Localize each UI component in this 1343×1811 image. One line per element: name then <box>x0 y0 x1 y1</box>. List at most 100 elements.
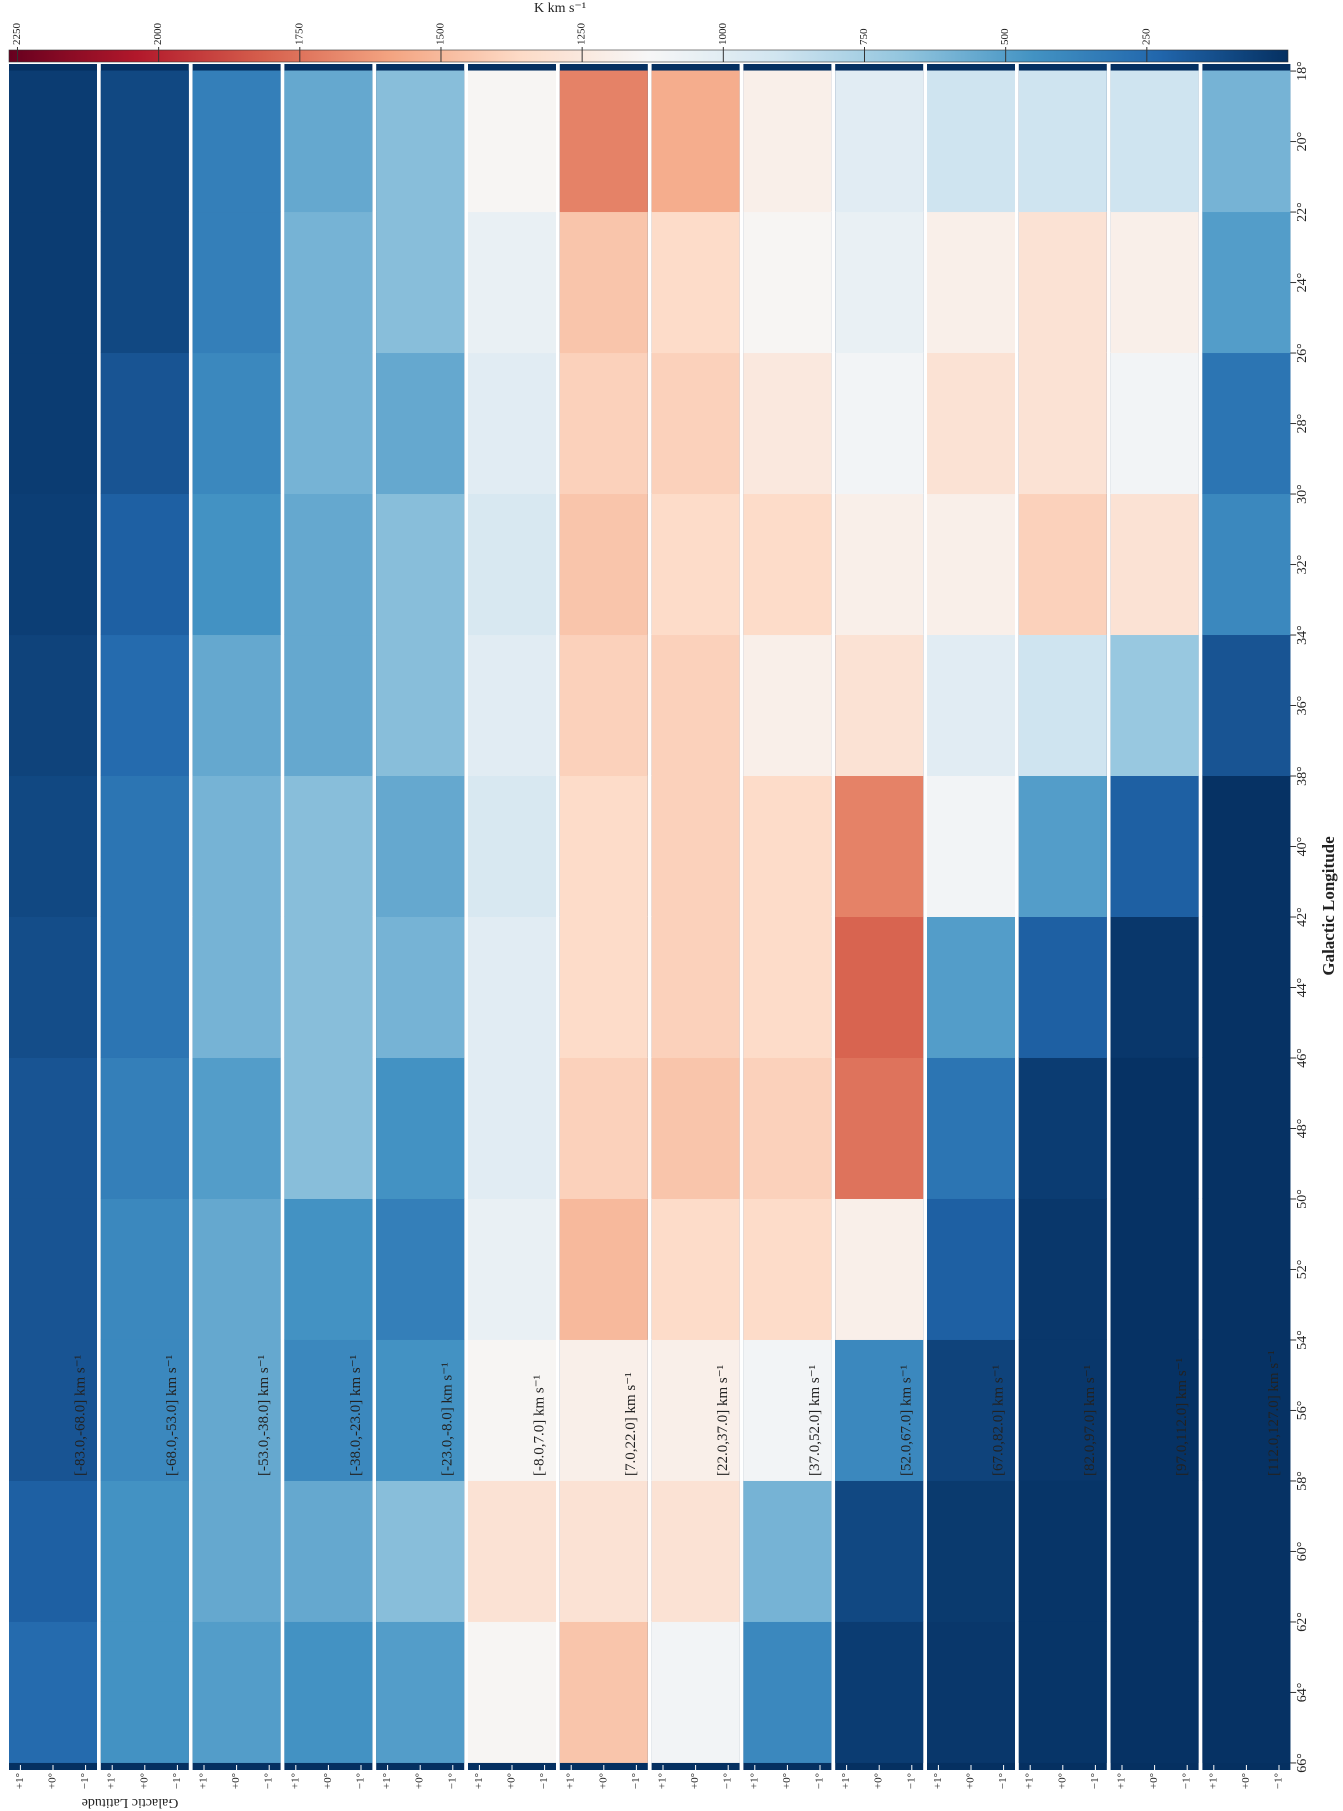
intensity-cell <box>1110 1480 1199 1622</box>
intensity-cell <box>376 634 465 777</box>
y-tick-label: +1° <box>1207 1773 1219 1789</box>
intensity-cell <box>835 634 924 777</box>
intensity-cell <box>192 1621 281 1763</box>
y-tick-label: −1° <box>538 1773 550 1789</box>
colorbar-tick-label: 1750 <box>293 23 305 46</box>
intensity-cell <box>192 493 281 636</box>
x-tick-label: 28° <box>1295 414 1310 434</box>
intensity-cell <box>651 211 740 354</box>
intensity-cell <box>9 493 97 636</box>
y-tick-label: −1° <box>355 1773 367 1789</box>
intensity-cell <box>9 1339 97 1481</box>
y-tick-label: +0° <box>1148 1773 1160 1789</box>
intensity-cell <box>1018 211 1107 354</box>
intensity-cell <box>100 1198 189 1340</box>
intensity-cell <box>743 1339 832 1481</box>
intensity-cell <box>468 634 556 777</box>
intensity-cell <box>835 775 924 917</box>
intensity-cell <box>192 916 281 1058</box>
intensity-cell <box>284 211 373 354</box>
x-tick-label: 26° <box>1295 343 1310 363</box>
x-tick-label: 50° <box>1295 1189 1310 1209</box>
intensity-cell <box>1018 352 1107 495</box>
y-tick-label: +1° <box>198 1773 210 1789</box>
intensity-cell <box>1202 1339 1291 1481</box>
y-tick-label: −1° <box>997 1773 1009 1789</box>
intensity-cell <box>376 1480 465 1622</box>
intensity-cell <box>1202 211 1291 354</box>
colorbar-tick-label: 2250 <box>11 23 23 46</box>
y-tick-label: +1° <box>565 1773 577 1789</box>
intensity-cell <box>651 916 740 1058</box>
y-tick-label: −1° <box>1089 1773 1101 1789</box>
y-tick-label: +0° <box>506 1773 518 1789</box>
panel-label: [-68.0,-53.0] km s⁻¹ <box>164 1355 180 1476</box>
intensity-cell <box>1202 352 1291 495</box>
y-tick-label: −1° <box>722 1773 734 1789</box>
intensity-cell <box>1018 1621 1107 1763</box>
intensity-cell <box>1110 1339 1199 1481</box>
intensity-cell <box>192 352 281 495</box>
intensity-cell <box>9 916 97 1058</box>
intensity-cell <box>651 1480 740 1622</box>
y-tick-label: +1° <box>106 1773 118 1789</box>
intensity-cell <box>284 1480 373 1622</box>
intensity-cell <box>9 1621 97 1763</box>
intensity-cell <box>559 493 648 636</box>
intensity-cell <box>559 775 648 917</box>
y-tick-label: +1° <box>14 1773 26 1789</box>
intensity-cell <box>835 1057 924 1199</box>
intensity-cell <box>651 775 740 917</box>
intensity-cell <box>559 1339 648 1481</box>
intensity-cell <box>9 1057 97 1199</box>
panel-label: [-23.0,-8.0] km s⁻¹ <box>440 1362 456 1476</box>
intensity-cell <box>835 70 924 213</box>
x-tick-label: 58° <box>1295 1471 1310 1491</box>
intensity-cell <box>651 1057 740 1199</box>
intensity-cell <box>192 1057 281 1199</box>
y-tick-label: +1° <box>657 1773 669 1789</box>
x-tick-label: 32° <box>1295 555 1310 575</box>
intensity-cell <box>927 634 1015 777</box>
intensity-cell <box>376 1198 465 1340</box>
intensity-cell <box>100 1339 189 1481</box>
intensity-cell <box>927 1621 1015 1763</box>
intensity-cell <box>376 1621 465 1763</box>
intensity-cell <box>376 352 465 495</box>
y-tick-label: −1° <box>79 1773 91 1789</box>
intensity-cell <box>743 1057 832 1199</box>
x-tick-label: 60° <box>1295 1542 1310 1562</box>
panel-label: [22.0,37.0] km s⁻¹ <box>715 1365 731 1476</box>
y-tick-label: +0° <box>230 1773 242 1789</box>
intensity-cell <box>559 1057 648 1199</box>
intensity-cell <box>1202 1621 1291 1763</box>
intensity-cell <box>9 352 97 495</box>
intensity-cell <box>651 1621 740 1763</box>
intensity-cell <box>284 493 373 636</box>
intensity-cell <box>468 1339 556 1481</box>
intensity-cell <box>651 352 740 495</box>
intensity-cell <box>284 1621 373 1763</box>
intensity-cell <box>927 1339 1015 1481</box>
panel-label: [97.0,112.0] km s⁻¹ <box>1174 1358 1190 1476</box>
x-tick-label: 44° <box>1295 978 1310 998</box>
intensity-cell <box>651 1198 740 1340</box>
y-tick-label: −1° <box>814 1773 826 1789</box>
x-tick-label: 24° <box>1295 273 1310 293</box>
intensity-cell <box>743 634 832 777</box>
x-tick-label: 38° <box>1295 766 1310 786</box>
intensity-cell <box>559 211 648 354</box>
colorbar-tick-label: 250 <box>1140 28 1152 45</box>
colorbar-tick-label: 2000 <box>152 23 164 46</box>
y-tick-label: +1° <box>473 1773 485 1789</box>
colorbar-tick-label: 750 <box>858 28 870 45</box>
colorbar-tick-label: 1000 <box>717 23 729 46</box>
intensity-cell <box>376 493 465 636</box>
y-tick-label: +1° <box>381 1773 393 1789</box>
intensity-cell <box>1018 70 1107 213</box>
intensity-cell <box>559 634 648 777</box>
x-tick-label: 40° <box>1295 837 1310 857</box>
intensity-cell <box>284 70 373 213</box>
intensity-cell <box>284 916 373 1058</box>
